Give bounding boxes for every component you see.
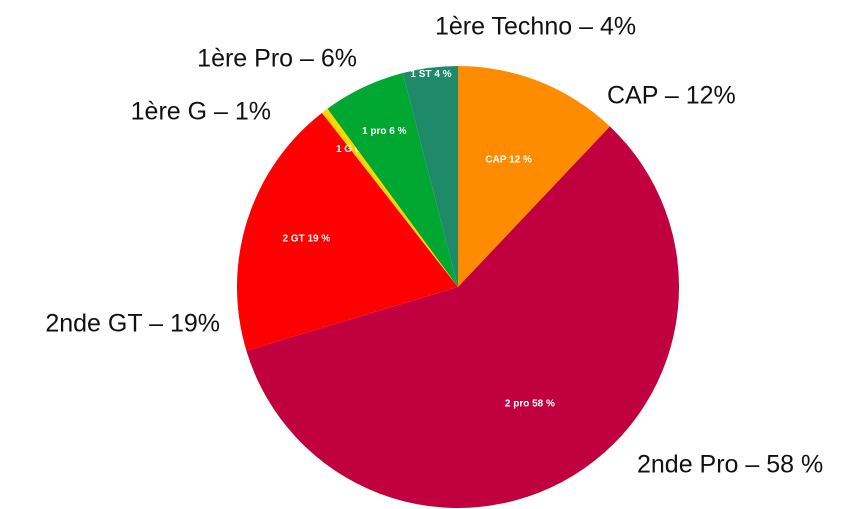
- category-label: CAP – 12%: [607, 82, 736, 110]
- category-label: 2nde Pro – 58 %: [637, 451, 823, 479]
- slice-label: 2 GT 19 %: [282, 233, 330, 244]
- pie-slice: [237, 112, 458, 351]
- pie-slice: [402, 66, 458, 287]
- category-label: 2nde GT – 19%: [45, 310, 220, 338]
- category-label: 1ère Techno – 4%: [435, 13, 636, 41]
- slice-label: 2 pro 58 %: [505, 398, 555, 409]
- slice-label: 1 G 0 %: [336, 144, 372, 155]
- category-label: 1ère Pro – 6%: [197, 45, 357, 73]
- pie-slice: [246, 126, 680, 509]
- pie-slice: [321, 108, 458, 287]
- slice-label: 1 ST 4 %: [410, 69, 451, 80]
- slice-label: 1 pro 6 %: [362, 126, 407, 137]
- pie-slice: [327, 73, 458, 288]
- category-label: 1ère G – 1%: [131, 98, 271, 126]
- pie-slice: [458, 66, 610, 287]
- slice-label: CAP 12 %: [485, 154, 532, 165]
